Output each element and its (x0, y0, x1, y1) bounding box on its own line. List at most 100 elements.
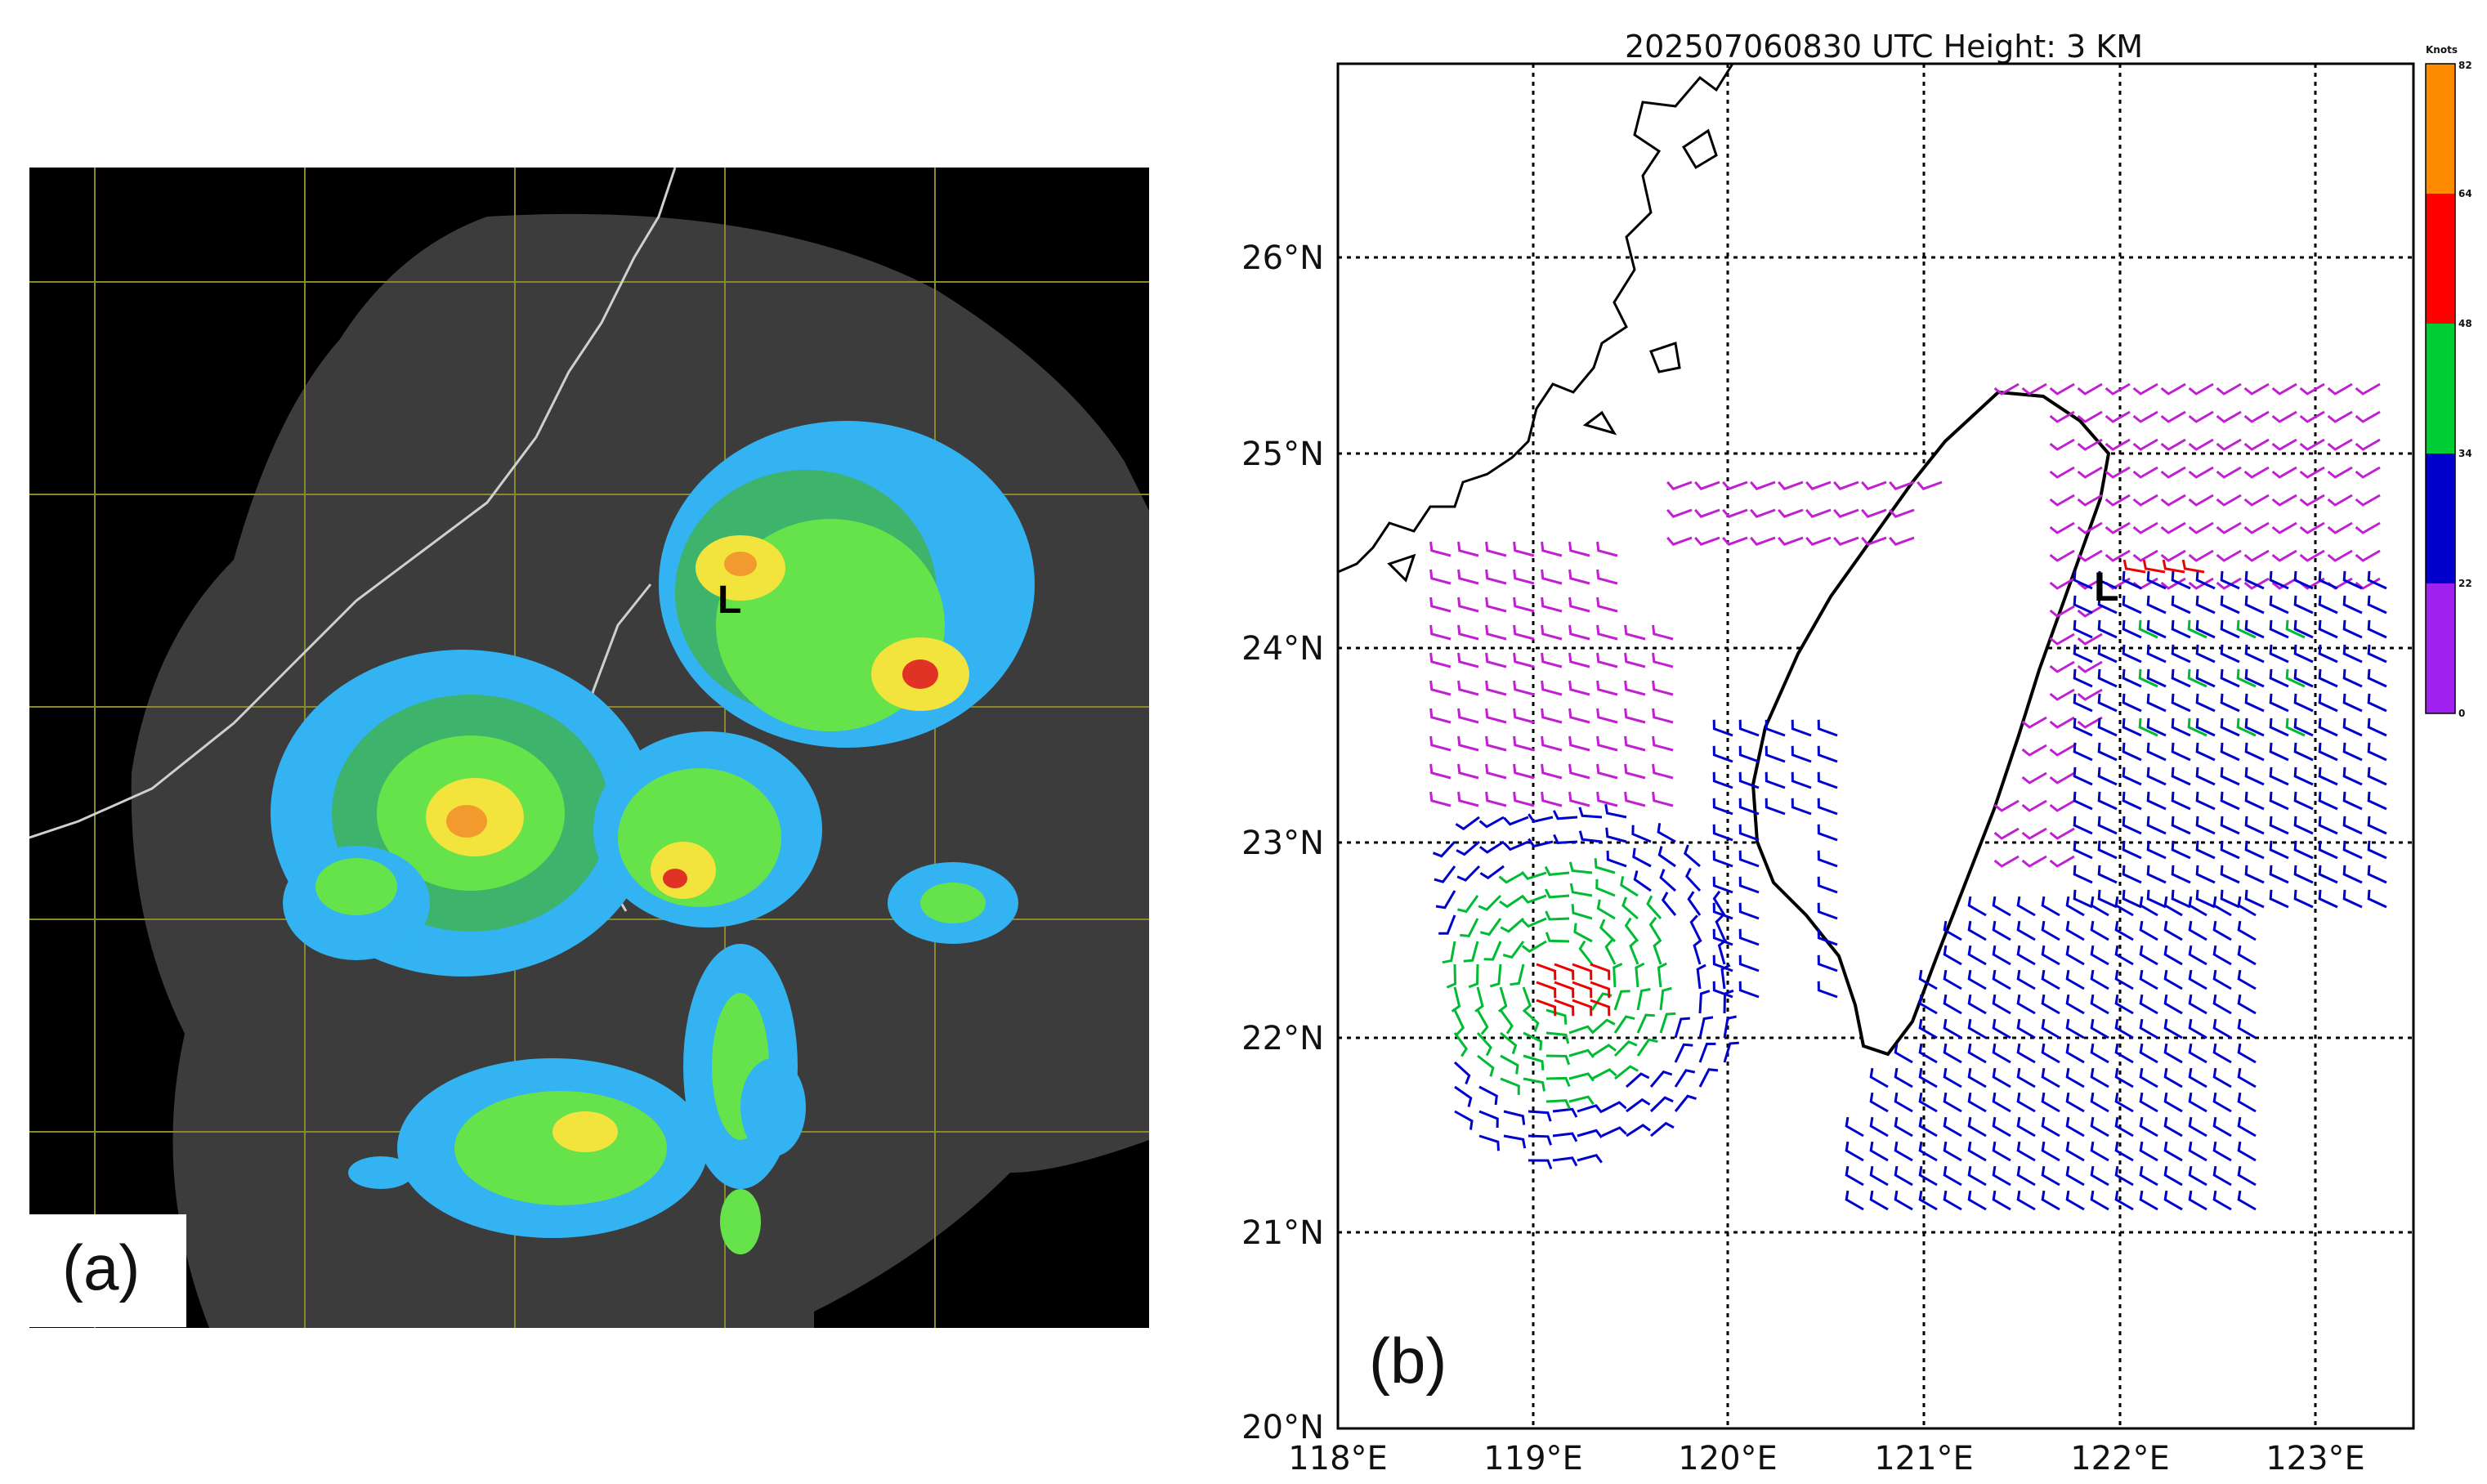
wind-barb (2016, 945, 2036, 966)
wind-barb (2187, 668, 2207, 688)
wind-barb (1869, 1165, 1889, 1187)
wind-barb (1894, 1092, 1913, 1113)
wind-barb (1967, 896, 1987, 917)
wind-barb (2188, 896, 2207, 917)
wind-barb (1578, 830, 1603, 843)
wind-barb (1861, 481, 1887, 490)
wind-barb (1967, 920, 1987, 941)
wind-barb (2367, 865, 2387, 884)
wind-barb (2163, 1043, 2183, 1064)
wind-barb (1626, 1072, 1650, 1088)
barbs-blue-strait (1712, 719, 1838, 999)
wind-barb (2327, 382, 2353, 396)
wind-barb (2090, 1067, 2109, 1088)
wind-barb (1541, 763, 1563, 780)
wind-barb (1738, 876, 1760, 894)
wind-barb (2318, 816, 2338, 835)
wind-barb (2114, 1165, 2134, 1187)
wind-barb (1722, 481, 1748, 490)
wind-barb (2171, 767, 2191, 786)
wind-barb (2163, 920, 2183, 941)
wind-barb (2077, 466, 2103, 479)
radar-coastline (29, 168, 677, 839)
wind-barb (2318, 595, 2338, 615)
wind-barb (1967, 969, 1987, 990)
wind-barb (2244, 595, 2265, 615)
wind-barb (2188, 920, 2207, 941)
wind-barb (1791, 798, 1812, 816)
wind-barb (1657, 846, 1676, 868)
wind-barb (1541, 791, 1563, 807)
wind-barb (1460, 918, 1479, 937)
wind-barb (2122, 717, 2142, 737)
wind-barb (1992, 969, 2011, 990)
wind-barb (1653, 939, 1662, 965)
wind-barb (2244, 865, 2265, 884)
wind-barb (1613, 990, 1630, 1011)
wind-barb (2132, 494, 2158, 507)
wind-barb (1457, 680, 1479, 696)
wind-barb (1572, 999, 1593, 1017)
wind-barb (1674, 1069, 1696, 1088)
wind-barb (2188, 494, 2214, 507)
wind-barb (1432, 840, 1456, 858)
wind-barb (2049, 466, 2075, 479)
wind-barb (2188, 1165, 2207, 1187)
wind-barb (2220, 619, 2240, 639)
wind-barb (1499, 894, 1524, 909)
wind-barb (2146, 840, 2167, 860)
wind-barb (2139, 1018, 2158, 1039)
wind-barb (2090, 896, 2109, 917)
wind-barb (1652, 708, 1674, 724)
wind-barb (1894, 1190, 1913, 1211)
wind-barb (1817, 850, 1838, 868)
wind-barb (1715, 914, 1726, 941)
wind-barb (2073, 791, 2093, 811)
wind-barb (1967, 945, 1987, 966)
wind-barb (2021, 382, 2047, 396)
lat-label: 21°N (1241, 1214, 1324, 1252)
wind-barb (1657, 823, 1676, 843)
wind-barb (2114, 1141, 2134, 1162)
wind-barb (2122, 619, 2142, 639)
wind-barb (1817, 719, 1838, 737)
wind-barb (2049, 438, 2075, 451)
wind-barb (1573, 923, 1593, 943)
wind-barb (1569, 883, 1593, 897)
wind-barb (1590, 963, 1611, 981)
wind-barb (1523, 1054, 1545, 1071)
barbs-green-typhoon (1442, 858, 1676, 1110)
wind-barb (1918, 994, 1938, 1015)
lat-label: 23°N (1241, 825, 1324, 862)
wind-barb (1738, 902, 1760, 920)
wind-barb (2163, 896, 2183, 917)
wind-barb (2269, 816, 2289, 835)
wind-barb (2097, 619, 2118, 639)
wind-barb (2132, 549, 2158, 562)
wind-barb (1536, 981, 1557, 999)
wind-barb (2105, 521, 2131, 534)
barbs-red-north (2122, 559, 2205, 574)
wind-barb (1429, 652, 1451, 668)
wind-barb (2220, 693, 2240, 713)
wind-barb (2122, 668, 2142, 688)
wind-barb (2195, 668, 2216, 688)
wind-barb (1649, 1096, 1674, 1113)
panel-a-label-box: (a) (29, 1214, 186, 1327)
wind-barb (1478, 1085, 1498, 1106)
wind-barb (1712, 824, 1733, 842)
wind-barb (1528, 1159, 1553, 1169)
colorbar-segments (2426, 64, 2455, 713)
wind-barb (1918, 1165, 1938, 1187)
wind-barb (1536, 999, 1557, 1017)
wind-barb (2220, 840, 2240, 860)
wind-barb (2243, 549, 2270, 562)
wind-barb (1712, 745, 1733, 763)
wind-barb (2146, 816, 2167, 835)
wind-barb (1817, 824, 1838, 842)
wind-barb (2073, 767, 2093, 786)
wind-barb (1545, 932, 1570, 943)
wind-barb (1455, 816, 1480, 831)
wind-barb (2041, 1190, 2060, 1211)
wind-barb (2327, 438, 2353, 451)
